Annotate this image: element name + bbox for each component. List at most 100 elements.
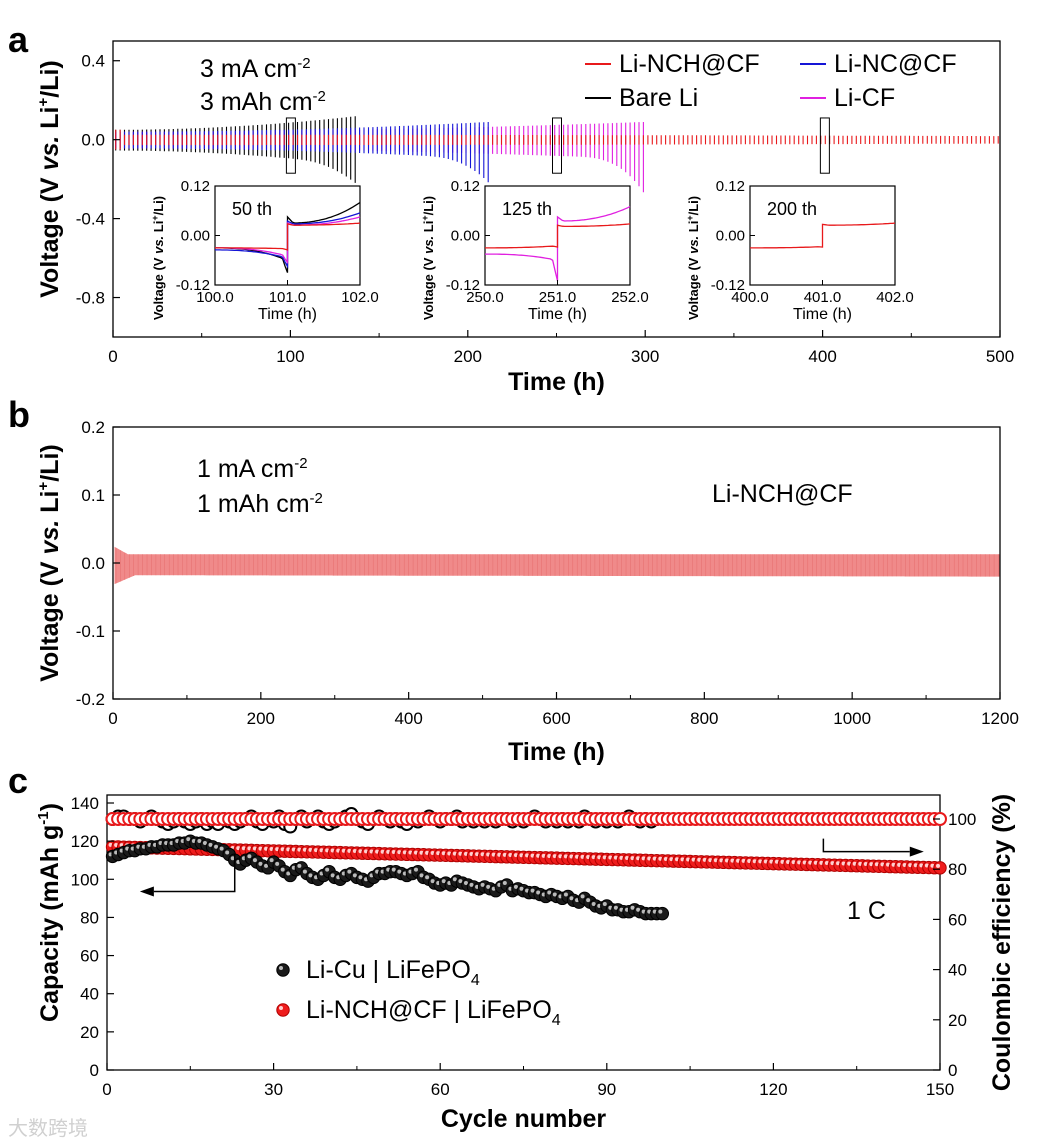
point-li-cu-capacity-highlight [519, 886, 524, 891]
x-tick-label-b: 800 [690, 709, 718, 728]
point-li-cu-capacity-highlight [214, 844, 219, 849]
panel-c: c0 30 60 90 120 15002040608010012014002040608… [8, 760, 1016, 1133]
y-tick-label-c: 120 [71, 832, 99, 851]
point-li-cu-capacity-highlight [308, 873, 313, 878]
point-li-cu-capacity-highlight [586, 898, 591, 903]
point-li-cu-capacity-highlight [391, 867, 396, 872]
y-right-tick-label-c: 80 [948, 860, 967, 879]
annotation-capacity-b: 1 mAh cm-2 [197, 490, 323, 518]
panel-a: a 0 100 200 300 400 500 0.4 0.0 -0.4 -0.8 Time (h) V… [8, 19, 1014, 396]
point-li-cu-capacity-highlight [580, 894, 585, 899]
y-right-tick-label-c: 60 [948, 910, 967, 929]
point-li-cu-capacity-highlight [419, 873, 424, 878]
inset-x-tick-label: 250.0 [466, 289, 504, 306]
series-label-b: Li-NCH@CF [712, 480, 853, 508]
point-li-cu-capacity-highlight [463, 881, 468, 886]
inset-y-label: Voltage (V vs. Li+/Li) [685, 196, 701, 320]
x-axis-label-a: Time (h) [508, 368, 605, 396]
inset-curve-li-nch-cf [485, 223, 631, 249]
y-right-tick-label-c: 0 [948, 1061, 957, 1080]
point-li-cu-capacity-highlight [219, 846, 224, 851]
point-li-cu-capacity-highlight [658, 909, 663, 914]
point-li-cu-capacity-highlight [347, 869, 352, 874]
point-li-cu-capacity-highlight [264, 863, 269, 868]
point-li-cu-capacity-highlight [425, 875, 430, 880]
x-tick-label-c: 30 [264, 1080, 283, 1099]
arrow-right-head [909, 846, 924, 857]
arrow-left-axis [153, 854, 236, 893]
y-right-tick-label-c: 40 [948, 961, 967, 980]
point-li-cu-capacity-highlight [258, 861, 263, 866]
y-tick-label-b: -0.1 [76, 622, 105, 641]
series-cycles-li-nch-cf [115, 547, 999, 584]
inset-y-tick-label: 0.00 [716, 228, 745, 245]
inset-x-tick-label: 401.0 [804, 289, 842, 306]
legend-marker-c [276, 963, 290, 977]
y-tick-label-a: -0.8 [76, 289, 105, 308]
inset-cycle-label: 50 th [232, 199, 272, 219]
point-li-cu-capacity-highlight [536, 890, 541, 895]
legend-marker-c-highlight [279, 966, 283, 970]
point-li-cu-capacity-highlight [441, 879, 446, 884]
inset-y-tick-label: 0.12 [716, 178, 745, 195]
point-li-cu-capacity [655, 906, 670, 921]
x-tick-label-a: 300 [631, 347, 659, 366]
x-tick-label-c: 90 [597, 1080, 616, 1099]
point-li-cu-capacity-highlight [480, 882, 485, 887]
x-tick-label-b: 600 [542, 709, 570, 728]
legend-entry-a: Bare Li [619, 84, 698, 112]
zoom-box-2 [552, 117, 562, 174]
point-li-cu-capacity-highlight [430, 879, 435, 884]
inset-x-label: Time (h) [793, 306, 852, 323]
point-li-cu-capacity-highlight [330, 873, 335, 878]
panel-label-a: a [8, 19, 29, 60]
point-li-cu-capacity-highlight [552, 892, 557, 897]
point-li-cu-capacity-highlight [397, 869, 402, 874]
y-axis-label-a: Voltage (V vs. Li+/Li) [35, 60, 64, 298]
point-li-cu-capacity-highlight [602, 901, 607, 906]
y-tick-label-c: 80 [80, 908, 99, 927]
y-tick-label-c: 40 [80, 985, 99, 1004]
annotation-current-a: 3 mA cm-2 [200, 55, 311, 83]
x-tick-label-a: 400 [808, 347, 836, 366]
legend-entry-a: Li-NC@CF [834, 50, 957, 78]
inset-x-tick-label: 252.0 [611, 289, 649, 306]
point-li-cu-capacity-highlight [286, 871, 291, 876]
point-li-cu-capacity-highlight [197, 839, 202, 844]
x-tick-label-c: 60 [431, 1080, 450, 1099]
point-li-cu-capacity-highlight [269, 858, 274, 863]
point-li-cu-capacity-highlight [486, 884, 491, 889]
x-tick-label-b: 200 [247, 709, 275, 728]
inset-cycle-label: 200 th [767, 199, 817, 219]
point-li-cu-capacity-highlight [630, 905, 635, 910]
inset-curve-li-nch-cf [750, 222, 896, 249]
plot-frame-c [106, 794, 941, 1071]
point-li-cu-capacity-highlight [280, 867, 285, 872]
inset-x-label: Time (h) [258, 306, 317, 323]
y-right-tick-label-c: 100 [948, 810, 976, 829]
legend-entry-c: Li-NCH@CF | LiFePO4 [306, 996, 561, 1029]
y-tick-label-c: 140 [71, 794, 99, 813]
point-li-cu-capacity-highlight [458, 879, 463, 884]
point-li-cu-capacity-highlight [325, 867, 330, 872]
point-li-cu-capacity-highlight [413, 867, 418, 872]
point-li-cu-capacity-highlight [502, 881, 507, 886]
x-axis-label-b: Time (h) [508, 738, 605, 766]
inset-x-tick-label: 402.0 [876, 289, 914, 306]
zoom-box-3 [819, 117, 830, 174]
inset-y-tick-label: -0.12 [176, 277, 210, 294]
point-li-cu-capacity-highlight [591, 901, 596, 906]
inset-x-tick-label: 101.0 [269, 289, 307, 306]
y-tick-label-a: -0.4 [76, 210, 105, 229]
point-li-cu-capacity-highlight [252, 858, 257, 863]
point-li-cu-capacity-highlight [636, 907, 641, 912]
y-tick-label-a: 0.0 [81, 131, 105, 150]
point-li-cu-capacity-highlight [186, 837, 191, 842]
point-li-cu-capacity-highlight [275, 861, 280, 866]
watermark: 大数跨境 [8, 1116, 88, 1140]
y-tick-label-b: 0.0 [81, 554, 105, 573]
inset-y-tick-label: 0.00 [451, 228, 480, 245]
x-tick-label-a: 0 [108, 347, 117, 366]
inset-cycle-label: 125 th [502, 199, 552, 219]
